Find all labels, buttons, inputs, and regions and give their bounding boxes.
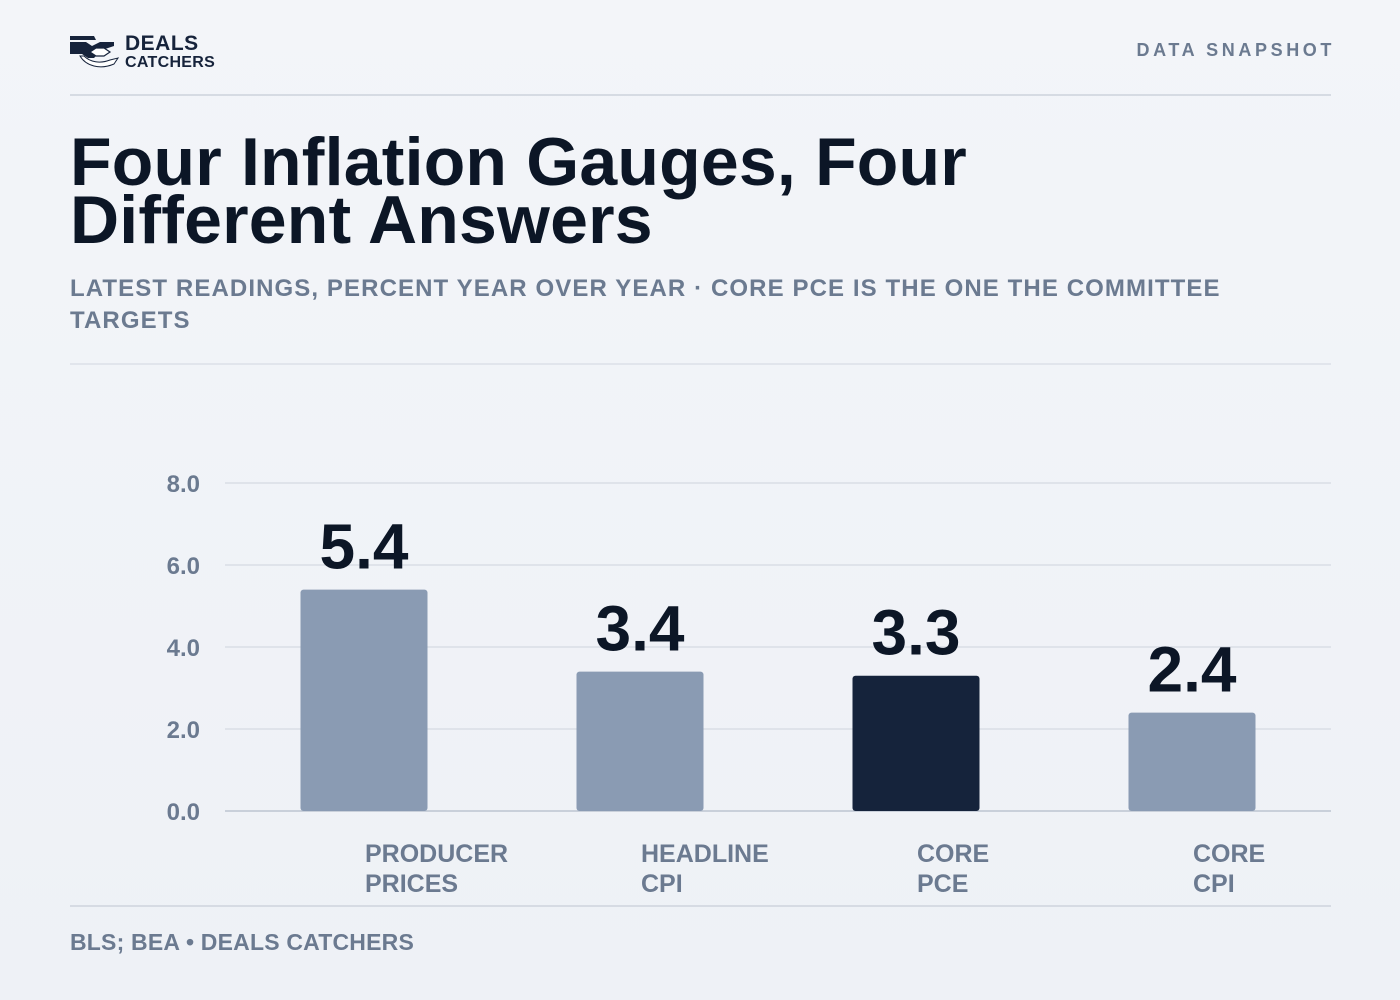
value-labels: 5.4 3.4 3.3 2.4 — [320, 511, 1237, 706]
category-label: HEADLINE CPI — [641, 840, 769, 898]
page-title: Four Inflation Gauges, Four Different An… — [70, 124, 967, 258]
eyebrow-label: DATA SNAPSHOT — [1136, 40, 1335, 60]
brand-name-line1: DEALS — [125, 32, 199, 55]
bar-core-pce[interactable] — [852, 675, 980, 811]
header: DEALS CATCHERS DATA SNAPSHOT — [70, 30, 1331, 96]
divider-bottom — [70, 905, 1331, 907]
y-tick-label: 8.0 — [167, 471, 200, 498]
bar-producer-prices[interactable] — [300, 589, 428, 811]
category-label: CORE PCE — [917, 840, 989, 898]
y-tick-label: 0.0 — [167, 799, 200, 826]
y-tick-label: 6.0 — [167, 553, 200, 580]
y-tick-label: 4.0 — [167, 635, 200, 662]
y-axis: 0.0 2.0 4.0 6.0 8.0 — [167, 471, 200, 826]
value-label: 3.4 — [596, 593, 685, 665]
page: DEALS CATCHERS DATA SNAPSHOT Four Inflat… — [70, 0, 1331, 1000]
brand-logo[interactable]: DEALS CATCHERS — [70, 32, 215, 72]
value-label: 5.4 — [320, 511, 409, 583]
divider-top — [70, 363, 1331, 365]
category-label: PRODUCER PRICES — [365, 840, 508, 898]
bar-headline-cpi[interactable] — [576, 671, 704, 811]
y-tick-label: 2.0 — [167, 717, 200, 744]
brand-name-line2: CATCHERS — [125, 54, 216, 71]
category-labels: PRODUCER PRICES HEADLINE CPI CORE PCE CORE CPI — [365, 840, 1265, 898]
handshake-icon — [70, 36, 120, 68]
value-label: 2.4 — [1148, 634, 1237, 706]
page-subtitle: LATEST READINGS, PERCENT YEAR OVER YEAR … — [70, 275, 1221, 334]
source-footer: BLS; BEA • DEALS CATCHERS — [70, 929, 415, 955]
value-label: 3.3 — [872, 597, 961, 669]
category-label: CORE CPI — [1193, 840, 1265, 898]
bars — [300, 589, 1256, 811]
bar-chart: 0.0 2.0 4.0 6.0 8.0 5.4 3.4 3.3 2.4 PRODUCER PRI… — [167, 471, 1331, 898]
bar-core-cpi[interactable] — [1128, 712, 1256, 811]
